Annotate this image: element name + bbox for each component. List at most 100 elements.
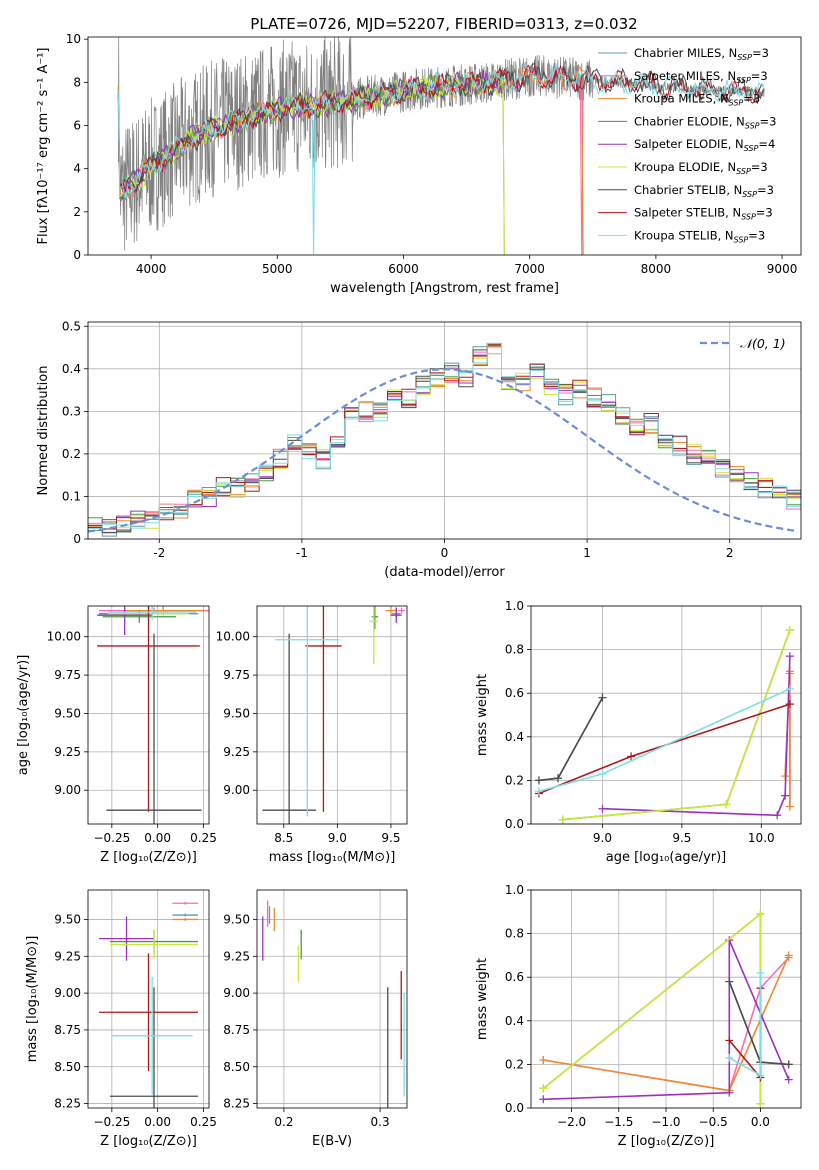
plus-marker	[627, 752, 636, 761]
x-tick-label: −0.25	[93, 831, 130, 845]
y-tick-label: 0.4	[505, 730, 524, 744]
y-tick-label: 0.0	[505, 1101, 524, 1115]
plus-marker	[784, 951, 793, 960]
y-tick-label: 0.8	[505, 927, 524, 941]
x-tick-label: −2.0	[557, 1115, 586, 1129]
x-tick-label: 0.25	[190, 1115, 217, 1129]
axes-frame	[256, 889, 408, 1109]
x-tick-label: -2	[153, 546, 165, 560]
panel-mwZ: −2.0 −1.5 −1.0 −0.5 0.0 0.0 0.2 0.4 0.6 0.8 1.0 Z […	[475, 883, 802, 1149]
legend-label: Kroupa MILES, NSSP=3	[634, 92, 760, 108]
mass-weight-line-kroupa-elodie	[542, 912, 762, 1104]
plus-marker	[722, 800, 731, 809]
mass-weight-line-kroupa-elodie	[562, 629, 791, 821]
x-axis-label: Z [log₁₀(Z/Z⊙)]	[100, 850, 197, 865]
panel-mE: 0.2 0.3 8.25 8.50 8.75 9.00 9.25 9.50 E(B-V)	[223, 889, 408, 1149]
panel-hist: -2 -1 0 1 2 0 0.1 0.2 0.3 0.4 0.5 (data-model)/erro…	[36, 319, 802, 580]
plot-area-hist	[88, 342, 801, 537]
mass-weight-line-chabrier-stelib	[538, 697, 604, 782]
y-tick-label: 4	[73, 162, 81, 176]
y-tick-label: 10	[66, 32, 81, 46]
legend-label: Chabrier ELODIE, NSSP=3	[634, 114, 776, 130]
x-tick-label: 5000	[262, 262, 293, 276]
y-tick-label: 9.00	[54, 783, 81, 797]
legend-label: Salpeter ELODIE, NSSP=4	[634, 137, 775, 153]
plus-marker	[725, 1053, 734, 1062]
y-tick-label: 1.0	[505, 599, 524, 613]
y-tick-label: 6	[73, 118, 81, 132]
y-tick-label: 0.5	[62, 319, 81, 333]
x-tick-label: 1	[583, 546, 591, 560]
plus-marker	[756, 968, 765, 977]
mass-weight-line-salpeter-elodie	[602, 656, 791, 817]
x-tick-label: −1.5	[604, 1115, 633, 1129]
plus-marker	[784, 1075, 793, 1084]
axes-frame	[87, 321, 802, 540]
axes-frame	[256, 605, 408, 825]
plus-marker	[725, 977, 734, 986]
plus-marker	[725, 1088, 734, 1097]
y-tick-label: 8	[73, 75, 81, 89]
y-tick-label: 9.50	[54, 706, 81, 720]
x-axis-label: age [log₁₀(age/yr)]	[606, 850, 727, 865]
axes-frame	[87, 605, 210, 825]
y-tick-label: 8.50	[54, 1060, 81, 1074]
plot-area-ageZ	[97, 606, 209, 824]
legend-label: Salpeter STELIB, NSSP=3	[634, 206, 773, 222]
x-tick-label: −1.0	[651, 1115, 680, 1129]
y-axis-label: mass [log₁₀(M/M⊙)]	[25, 936, 40, 1063]
y-tick-label: 8.75	[54, 1023, 81, 1037]
legend-label: Salpeter MILES, NSSP=3	[634, 69, 768, 85]
plus-marker	[785, 684, 794, 693]
y-tick-label: 10.00	[216, 630, 250, 644]
plus-marker	[598, 769, 607, 778]
axes-frame	[87, 889, 210, 1109]
plus-marker	[539, 1095, 548, 1104]
y-tick-label: 0.4	[505, 1014, 524, 1028]
y-axis-label: age [log₁₀(age/yr)]	[16, 655, 31, 776]
plus-marker	[534, 787, 543, 796]
x-tick-label: 8.5	[274, 831, 293, 845]
y-tick-label: 0.2	[505, 1057, 524, 1071]
y-tick-label: 8.75	[223, 1023, 250, 1037]
x-tick-label: 0	[441, 546, 449, 560]
plot-area-mZ	[99, 901, 198, 1108]
plots-layer: 4000 5000 6000 7000 8000 90000246810wavelengt…	[16, 32, 802, 1149]
plus-marker	[756, 1071, 765, 1080]
y-tick-label: 9.00	[54, 986, 81, 1000]
plot-area-mE	[262, 900, 405, 1108]
mass-weight-line-salpeter-elodie	[543, 939, 790, 1101]
x-tick-label: 0.00	[144, 1115, 171, 1129]
plot-area-spectrum	[117, 37, 765, 255]
mass-weight-line-kroupa-stelib	[538, 688, 791, 793]
histogram-kroupa-miles	[88, 346, 801, 528]
panel-ageM: 8.5 9.0 9.5 9.00 9.25 9.50 9.75 10.00 mass [log₁…	[216, 605, 408, 865]
x-tick-label: 9000	[767, 262, 798, 276]
x-tick-label: 0.3	[371, 1115, 390, 1129]
y-tick-label: 9.25	[54, 949, 81, 963]
panel-mwAge: 9.0 9.5 10.0 0.0 0.2 0.4 0.6 0.8 1.0 age [log₁₀(a…	[475, 599, 802, 865]
plus-marker	[554, 774, 562, 783]
y-tick-label: 9.00	[223, 986, 250, 1000]
y-tick-label: 0	[73, 248, 81, 262]
x-tick-label: 9.5	[381, 831, 400, 845]
plus-marker	[756, 1099, 765, 1108]
x-tick-label: 0.00	[144, 831, 171, 845]
x-tick-label: 4000	[136, 262, 167, 276]
y-tick-label: 0	[73, 532, 81, 546]
plot-area-ageM	[262, 606, 405, 824]
x-axis-label: mass [log₁₀(M/M⊙)]	[269, 850, 396, 865]
spectrum-legend: Chabrier MILES, NSSP=3 Salpeter MILES, NS…	[598, 46, 776, 244]
x-axis-label: (data-model)/error	[384, 565, 505, 580]
x-tick-label: 9.5	[672, 831, 691, 845]
histogram-kroupa-stelib	[88, 343, 801, 530]
x-tick-label: 0.25	[190, 831, 217, 845]
x-tick-label: 7000	[514, 262, 545, 276]
x-tick-label: 0.0	[751, 1115, 770, 1129]
y-tick-label: 9.50	[223, 706, 250, 720]
figure-title: PLATE=0726, MJD=52207, FIBERID=0313, z=0…	[250, 15, 637, 33]
y-tick-label: 0.6	[505, 686, 524, 700]
model-spectrum-chabrier-stelib	[117, 62, 764, 193]
plus-marker	[534, 776, 543, 785]
